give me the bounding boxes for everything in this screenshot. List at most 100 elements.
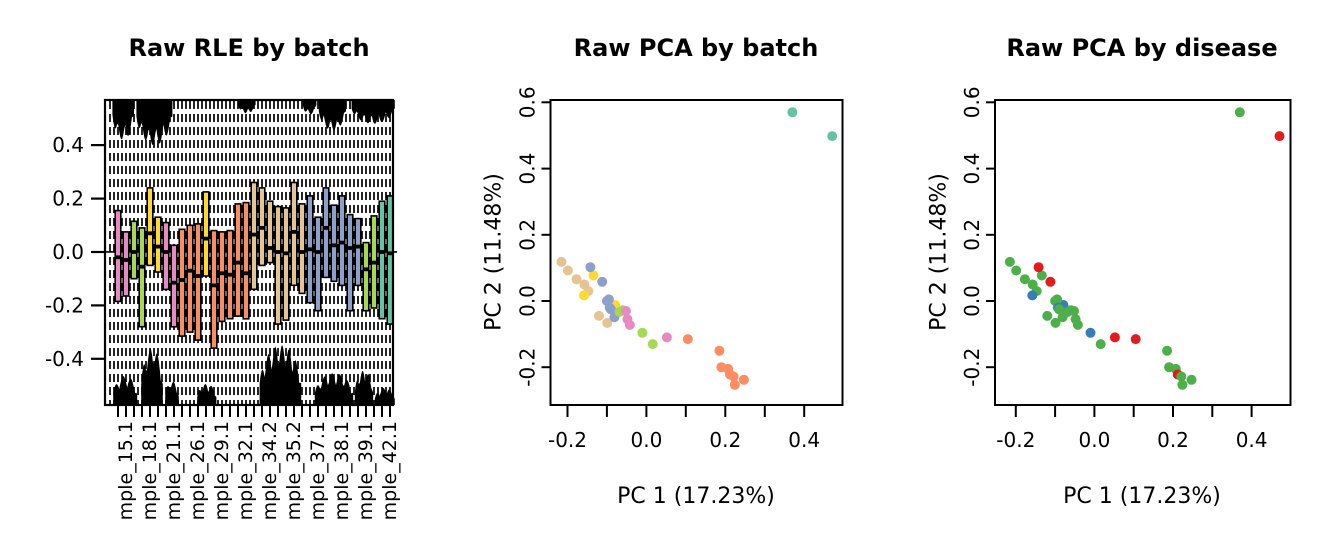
sample-point bbox=[1176, 371, 1187, 382]
rle-median-bar bbox=[170, 280, 178, 285]
rle-median-bar bbox=[282, 251, 290, 256]
rle-box bbox=[346, 213, 354, 312]
rle-box bbox=[218, 231, 226, 323]
rle-median-bar bbox=[122, 258, 130, 262]
x-tick-label: 0.4 bbox=[788, 428, 820, 452]
rle-median-bar bbox=[306, 247, 314, 252]
rle-median-bar bbox=[330, 243, 338, 248]
sample-point bbox=[1095, 339, 1106, 350]
rle-box bbox=[322, 187, 330, 279]
rle-box bbox=[266, 200, 274, 264]
sample-point bbox=[1036, 270, 1047, 281]
outlier-clusters-top bbox=[112, 100, 395, 146]
rle-box bbox=[202, 191, 210, 277]
y-tick-label: 0.0 bbox=[516, 285, 540, 317]
sample-label: mple_21.1 bbox=[163, 421, 185, 520]
y-tick-label: 0.4 bbox=[960, 153, 984, 185]
rle-box bbox=[274, 205, 282, 325]
data-points bbox=[1004, 107, 1285, 390]
sample-point bbox=[787, 107, 798, 118]
rle-box bbox=[162, 221, 170, 291]
rle-median-bar bbox=[178, 278, 186, 282]
x-tick-label: 0.2 bbox=[1157, 428, 1189, 452]
sample-point bbox=[1045, 276, 1056, 287]
rle-median-bar bbox=[338, 240, 346, 245]
rle-median-bar bbox=[194, 274, 202, 278]
rle-median-bar bbox=[154, 244, 162, 249]
sample-label: mple_34.2 bbox=[259, 421, 281, 520]
rle-box bbox=[338, 195, 346, 287]
y-tick-label: -0.2 bbox=[960, 348, 984, 387]
y-tick-label: 0.0 bbox=[960, 285, 984, 317]
rle-median-bar bbox=[386, 251, 394, 256]
rle-box bbox=[314, 216, 322, 312]
sample-point bbox=[1162, 345, 1173, 356]
sample-point bbox=[597, 276, 608, 287]
sample-point bbox=[1177, 379, 1188, 390]
y-tick-label: 0.4 bbox=[52, 133, 84, 157]
rle-box bbox=[194, 223, 202, 341]
rle-box bbox=[138, 227, 146, 328]
rle-median-bar bbox=[210, 283, 218, 288]
rle-box bbox=[378, 200, 386, 320]
sample-point bbox=[594, 310, 604, 321]
sample-point bbox=[1052, 294, 1063, 305]
rle-median-bar bbox=[346, 246, 354, 250]
sample-point bbox=[1085, 327, 1096, 338]
plot-frame bbox=[994, 99, 1292, 406]
pca-batch-ylabel: PC 2 (11.48%) bbox=[481, 173, 507, 331]
data-points bbox=[556, 107, 838, 390]
x-tick-label: 0.4 bbox=[1236, 428, 1268, 452]
sample-label: mple_29.1 bbox=[211, 421, 233, 520]
sample-label: mple_26.1 bbox=[187, 421, 209, 520]
y-tick-label: 0.6 bbox=[960, 86, 984, 118]
sample-point bbox=[1054, 304, 1065, 315]
x-tick-label: -0.2 bbox=[548, 428, 587, 452]
rle-median-bar bbox=[362, 267, 370, 272]
pca-disease-ylabel: PC 2 (11.48%) bbox=[926, 173, 952, 331]
rle-median-bar bbox=[250, 232, 258, 237]
x-axis: mple_15.1 mple_18.1 mple_21.1 mple_26.1 mple… bbox=[115, 405, 401, 520]
sample-point bbox=[1274, 131, 1285, 142]
rle-box bbox=[186, 224, 194, 333]
rle-median-bar bbox=[274, 250, 282, 254]
rle-box bbox=[234, 203, 242, 317]
sample-point bbox=[728, 371, 739, 382]
sample-point bbox=[571, 274, 582, 285]
rle-median-bar bbox=[226, 272, 234, 277]
sample-point bbox=[729, 379, 740, 390]
rle-median-bar bbox=[290, 230, 298, 234]
sample-point bbox=[579, 290, 589, 301]
rle-median-bar bbox=[114, 255, 122, 260]
rle-box bbox=[362, 241, 370, 312]
rle-median-bar bbox=[298, 250, 306, 254]
rle-median-bar bbox=[258, 226, 266, 230]
y-tick-label: 0.2 bbox=[52, 187, 84, 211]
sample-point bbox=[682, 334, 693, 345]
sample-point bbox=[827, 131, 838, 142]
rle-box bbox=[170, 244, 178, 328]
rle-box bbox=[242, 201, 250, 320]
sample-label: mple_35.2 bbox=[283, 421, 305, 520]
sample-point bbox=[1072, 319, 1083, 330]
x-tick-label: 0.2 bbox=[709, 428, 741, 452]
rle-median-bar bbox=[266, 246, 274, 250]
sample-point bbox=[1033, 262, 1044, 273]
sample-point bbox=[1004, 256, 1015, 267]
x-tick-label: -0.2 bbox=[996, 428, 1035, 452]
pca-batch-xlabel: PC 1 (17.23%) bbox=[617, 484, 775, 509]
sample-point bbox=[624, 319, 635, 330]
rle-box bbox=[130, 220, 138, 280]
rle-median-bar bbox=[322, 226, 330, 230]
sample-point bbox=[588, 270, 599, 281]
rle-median-bar bbox=[234, 260, 242, 265]
sample-label: mple_39.1 bbox=[355, 421, 377, 520]
sample-point bbox=[637, 327, 648, 338]
sample-point bbox=[1186, 374, 1197, 385]
rle-box bbox=[298, 203, 306, 295]
sample-point bbox=[1019, 274, 1030, 285]
y-tick-label: 0.6 bbox=[516, 86, 540, 118]
y-tick-label: 0.2 bbox=[960, 219, 984, 251]
